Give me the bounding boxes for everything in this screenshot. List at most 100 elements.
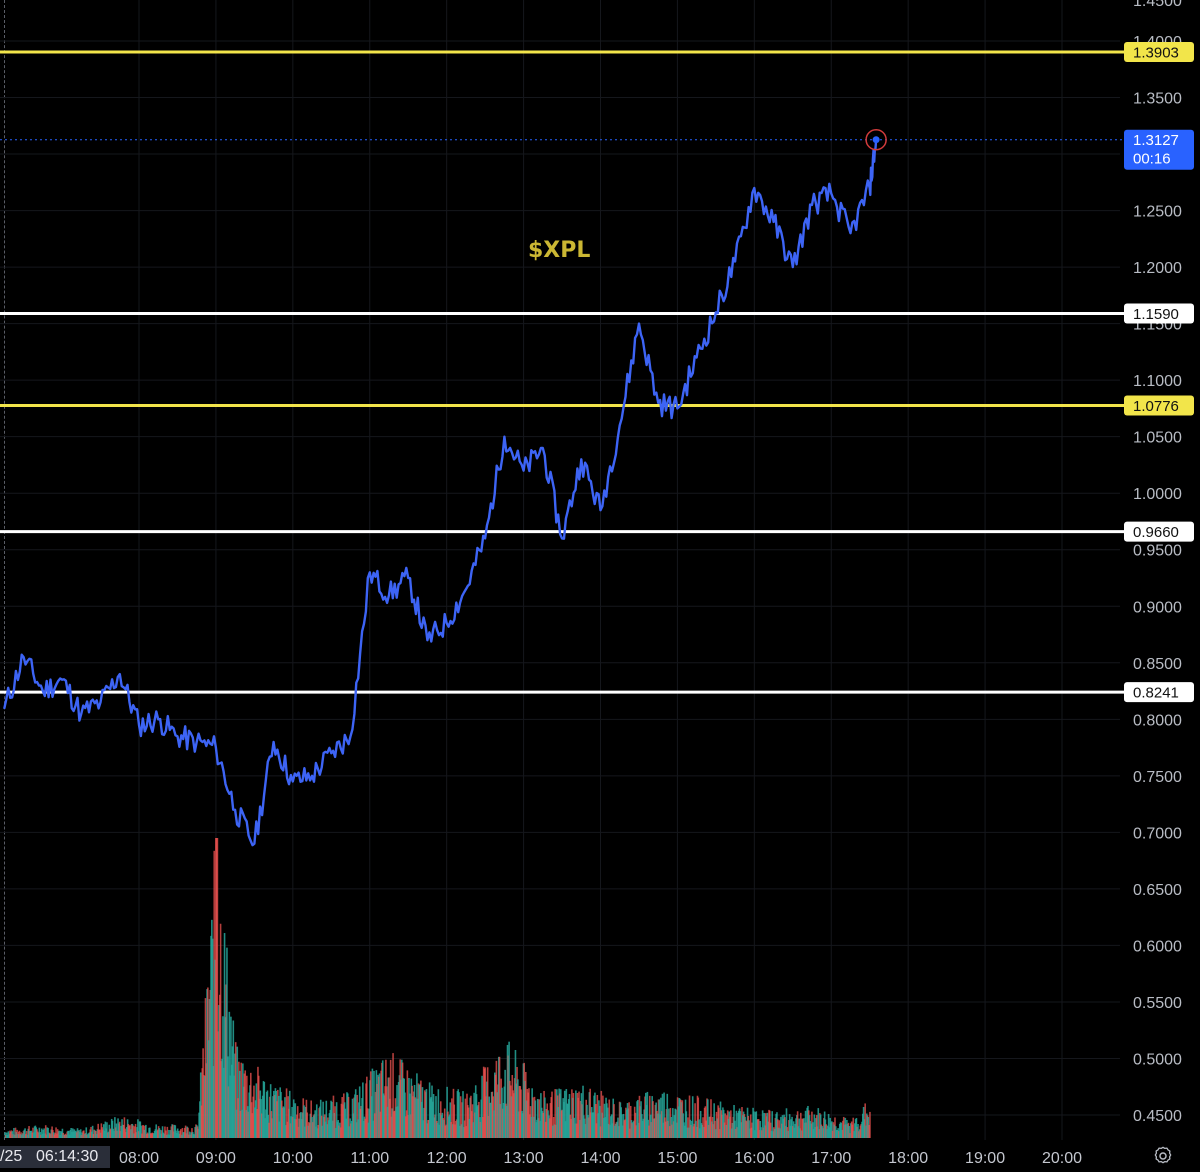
volume-bar — [425, 1089, 428, 1138]
volume-bar — [594, 1104, 597, 1138]
crosshair-date-prefix: /25 — [0, 1148, 23, 1165]
price-tick-label: 1.2000 — [1133, 260, 1182, 277]
last-price-dot — [872, 136, 880, 144]
volume-bar — [517, 1079, 519, 1138]
volume-bar — [132, 1125, 134, 1138]
price-badges: 1.3903 1.1590 1.0776 0.9660 0.8241 1.3127 00:1… — [1124, 41, 1194, 703]
volume-bars — [4, 838, 871, 1138]
volume-bar — [354, 1089, 357, 1138]
volume-bar — [13, 1127, 15, 1138]
volume-bar — [827, 1113, 830, 1138]
volume-bar — [25, 1131, 28, 1138]
chart-settings-button[interactable] — [1150, 1143, 1176, 1169]
volume-bar — [219, 923, 222, 1138]
time-tick-label: 17:00 — [811, 1150, 851, 1167]
time-axis: 08:00 09:00 10:00 11:00 12:00 13:00 14:00 15:00… — [119, 1150, 1082, 1167]
volume-bar — [481, 1075, 483, 1138]
volume-bar — [857, 1124, 859, 1138]
volume-bar — [663, 1092, 665, 1138]
volume-bar — [608, 1099, 611, 1138]
volume-bar — [668, 1108, 670, 1138]
volume-bar — [796, 1111, 799, 1138]
price-tick-label: 1.1000 — [1133, 373, 1182, 390]
price-tick-label: 0.9000 — [1133, 599, 1182, 616]
volume-bar — [85, 1127, 88, 1138]
volume-bar — [43, 1128, 45, 1138]
volume-bar — [199, 1072, 202, 1138]
volume-bar — [691, 1096, 694, 1138]
volume-bar — [244, 1070, 247, 1138]
volume-bar — [707, 1099, 709, 1138]
volume-bar — [637, 1099, 639, 1138]
symbol-title: $XPL — [528, 238, 590, 263]
volume-bar — [40, 1128, 43, 1138]
volume-bar — [137, 1119, 139, 1138]
current-price-badge — [1124, 129, 1194, 170]
volume-bar — [362, 1082, 364, 1138]
time-tick-label: 12:00 — [427, 1150, 467, 1167]
volume-bar — [449, 1102, 452, 1138]
volume-bar — [335, 1102, 338, 1138]
volume-bar — [852, 1117, 855, 1138]
gear-icon — [1154, 1146, 1172, 1164]
volume-bar — [582, 1085, 584, 1138]
volume-bar — [432, 1094, 435, 1138]
volume-bar — [91, 1125, 94, 1138]
volume-bar — [697, 1097, 700, 1138]
volume-bar — [459, 1096, 462, 1138]
volume-bar — [799, 1112, 802, 1138]
volume-bar — [288, 1090, 291, 1138]
last-price-marker — [865, 128, 887, 151]
volume-bar — [848, 1125, 851, 1138]
volume-bar — [166, 1126, 169, 1138]
crosshair-vertical-line — [4, 0, 5, 1140]
volume-bar — [406, 1070, 409, 1138]
volume-bar — [378, 1073, 381, 1138]
current-price-label: 1.3127 — [1133, 132, 1179, 149]
volume-bar — [602, 1095, 604, 1138]
volume-bar — [534, 1100, 537, 1138]
volume-bar — [761, 1110, 764, 1138]
volume-bar — [168, 1129, 170, 1138]
volume-bar — [184, 1125, 187, 1138]
volume-bar — [334, 1106, 336, 1138]
level-badge-label: 1.3903 — [1133, 44, 1179, 61]
volume-bar — [528, 1088, 530, 1138]
price-tick-label: 0.6000 — [1133, 938, 1182, 955]
last-price-ring — [865, 128, 887, 151]
volume-bar — [58, 1130, 61, 1138]
volume-bar — [172, 1124, 174, 1138]
volume-bar — [435, 1096, 437, 1138]
volume-bar — [817, 1108, 820, 1138]
volume-bar — [646, 1091, 649, 1138]
volume-bar — [285, 1088, 288, 1138]
volume-bar — [67, 1130, 70, 1138]
level-badge — [1124, 303, 1194, 324]
price-tick-label: 1.0500 — [1133, 430, 1182, 447]
volume-bar — [347, 1096, 350, 1138]
level-badge — [1124, 41, 1194, 62]
volume-bar — [79, 1129, 82, 1138]
volume-bar — [661, 1093, 664, 1138]
volume-bar — [164, 1130, 167, 1138]
volume-bar — [694, 1103, 696, 1138]
price-tick-label: 0.6500 — [1133, 882, 1182, 899]
volume-bar — [443, 1108, 446, 1138]
volume-bar — [798, 1118, 801, 1138]
volume-bar — [211, 938, 214, 1138]
volume-bar — [572, 1092, 575, 1138]
volume-bar — [306, 1112, 309, 1138]
volume-bar — [303, 1105, 305, 1138]
volume-bar — [730, 1110, 732, 1138]
volume-bar — [331, 1101, 333, 1138]
volume-bar — [462, 1091, 464, 1138]
volume-bar — [44, 1125, 47, 1138]
volume-bar — [685, 1111, 688, 1138]
time-tick-label: 09:00 — [196, 1150, 236, 1167]
volume-bar — [486, 1067, 489, 1138]
grid — [0, 0, 1120, 1140]
volume-bar — [226, 947, 228, 1138]
volume-bar — [389, 1059, 392, 1138]
price-tick-label: 0.4500 — [1133, 1108, 1182, 1125]
